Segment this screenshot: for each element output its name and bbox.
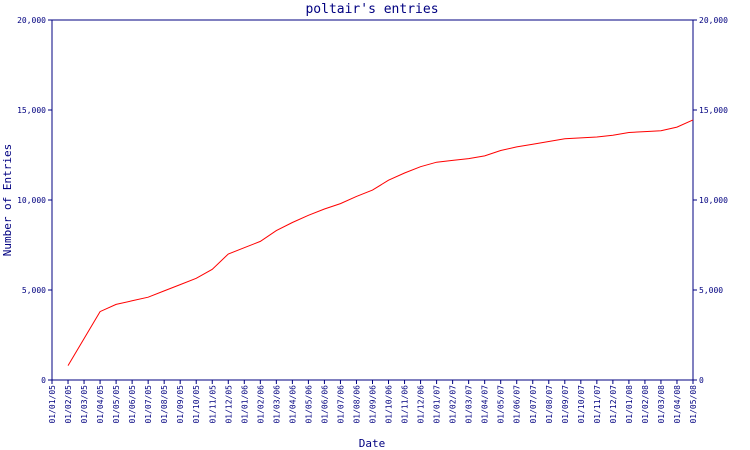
x-tick-label: 01/09/06 [369, 385, 378, 424]
x-tick-label: 01/09/07 [561, 385, 570, 424]
x-tick-label: 01/08/06 [352, 385, 361, 424]
y2-tick-label: 20,000 [699, 16, 728, 25]
x-tick-label: 01/07/06 [336, 385, 345, 424]
x-tick-label: 01/04/07 [481, 385, 490, 424]
x-tick-label: 01/01/06 [240, 385, 249, 424]
chart-title: poltair's entries [305, 2, 438, 17]
x-tick-label: 01/05/06 [304, 385, 313, 424]
y-tick-label: 0 [41, 376, 46, 385]
x-tick-label: 01/07/05 [144, 385, 153, 424]
x-axis-title: Date [359, 437, 386, 450]
x-tick-label: 01/04/05 [96, 385, 105, 424]
y2-tick-label: 0 [699, 376, 704, 385]
x-tick-label: 01/12/07 [609, 385, 618, 424]
x-tick-label: 01/06/06 [320, 385, 329, 424]
y2-tick-label: 5,000 [699, 286, 723, 295]
x-tick-label: 01/05/08 [689, 385, 698, 424]
x-tick-label: 01/05/07 [497, 385, 506, 424]
x-tick-label: 01/02/08 [641, 385, 650, 424]
x-tick-label: 01/11/07 [593, 385, 602, 424]
y2-tick-label: 10,000 [699, 196, 728, 205]
y-tick-label: 10,000 [17, 196, 46, 205]
x-tick-label: 01/10/05 [192, 385, 201, 424]
x-tick-label: 01/07/07 [529, 385, 538, 424]
x-tick-label: 01/11/05 [208, 385, 217, 424]
x-tick-label: 01/06/07 [513, 385, 522, 424]
x-tick-label: 01/03/06 [272, 385, 281, 424]
x-tick-label: 01/04/06 [288, 385, 297, 424]
x-tick-label: 01/12/05 [224, 385, 233, 424]
x-tick-label: 01/08/07 [545, 385, 554, 424]
y-tick-label: 20,000 [17, 16, 46, 25]
x-tick-label: 01/02/07 [449, 385, 458, 424]
y-tick-label: 15,000 [17, 106, 46, 115]
x-tick-label: 01/02/06 [256, 385, 265, 424]
x-tick-label: 01/03/05 [80, 385, 89, 424]
y2-tick-label: 15,000 [699, 106, 728, 115]
x-tick-label: 01/08/05 [160, 385, 169, 424]
x-tick-label: 01/03/07 [465, 385, 474, 424]
x-tick-label: 01/06/05 [128, 385, 137, 424]
x-tick-label: 01/01/07 [433, 385, 442, 424]
x-tick-label: 01/01/08 [625, 385, 634, 424]
plot-frame [51, 19, 694, 381]
x-tick-label: 01/01/05 [48, 385, 57, 424]
x-tick-label: 01/12/06 [417, 385, 426, 424]
x-tick-label: 01/11/06 [401, 385, 410, 424]
x-tick-label: 01/10/07 [577, 385, 586, 424]
x-tick-label: 01/10/06 [385, 385, 394, 424]
data-line [67, 119, 694, 366]
y-axis-title: Number of Entries [1, 144, 14, 257]
x-tick-label: 01/02/05 [64, 385, 73, 424]
x-tick-label: 01/03/08 [657, 385, 666, 424]
x-tick-label: 01/05/05 [112, 385, 121, 424]
x-tick-label: 01/09/05 [176, 385, 185, 424]
y-tick-label: 5,000 [22, 286, 46, 295]
x-tick-label: 01/04/08 [673, 385, 682, 424]
